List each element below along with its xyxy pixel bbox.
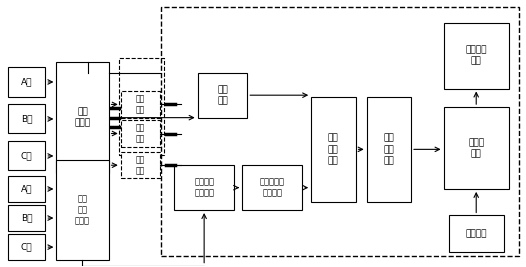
Bar bbox=[8, 176, 45, 202]
Text: A相: A相 bbox=[21, 77, 32, 87]
Bar bbox=[161, 7, 519, 256]
Bar bbox=[443, 22, 509, 89]
Bar bbox=[443, 107, 509, 189]
Bar bbox=[242, 165, 302, 210]
Text: 控制器
模块: 控制器 模块 bbox=[468, 138, 484, 158]
Bar bbox=[120, 120, 160, 147]
Bar bbox=[56, 160, 109, 260]
Bar bbox=[119, 58, 164, 155]
Bar bbox=[174, 165, 234, 210]
Text: 电压
互感器: 电压 互感器 bbox=[74, 108, 90, 128]
Text: C相: C相 bbox=[21, 151, 32, 160]
Text: C相: C相 bbox=[21, 243, 32, 252]
Bar bbox=[311, 96, 356, 202]
Bar bbox=[8, 142, 45, 171]
Text: 变压
模块: 变压 模块 bbox=[217, 85, 228, 105]
Bar bbox=[8, 104, 45, 134]
Text: 零序
电流
互感器: 零序 电流 互感器 bbox=[75, 195, 90, 226]
Bar bbox=[449, 215, 504, 252]
Bar bbox=[198, 73, 247, 118]
Text: 电流
互感: 电流 互感 bbox=[136, 95, 145, 115]
Bar bbox=[8, 68, 45, 96]
Text: 零序电流
取样模块: 零序电流 取样模块 bbox=[194, 178, 214, 198]
Bar bbox=[367, 96, 411, 202]
Bar bbox=[56, 62, 109, 173]
Text: 无线通讯
模块: 无线通讯 模块 bbox=[466, 45, 487, 66]
Text: B相: B相 bbox=[21, 115, 32, 123]
Text: 电流
互感: 电流 互感 bbox=[136, 155, 145, 175]
Text: 电源模块: 电源模块 bbox=[466, 229, 487, 238]
Bar bbox=[8, 234, 45, 260]
Bar bbox=[120, 152, 160, 178]
Text: 电流
互感: 电流 互感 bbox=[136, 123, 145, 144]
Bar bbox=[120, 91, 160, 118]
Text: B相: B相 bbox=[21, 214, 32, 223]
Text: 数据
处理
模块: 数据 处理 模块 bbox=[383, 134, 394, 165]
Text: 电流、电压
变换模块: 电流、电压 变换模块 bbox=[260, 178, 285, 198]
Bar bbox=[8, 205, 45, 231]
Text: 模数
转换
模块: 模数 转换 模块 bbox=[328, 134, 339, 165]
Text: A相: A相 bbox=[21, 184, 32, 194]
